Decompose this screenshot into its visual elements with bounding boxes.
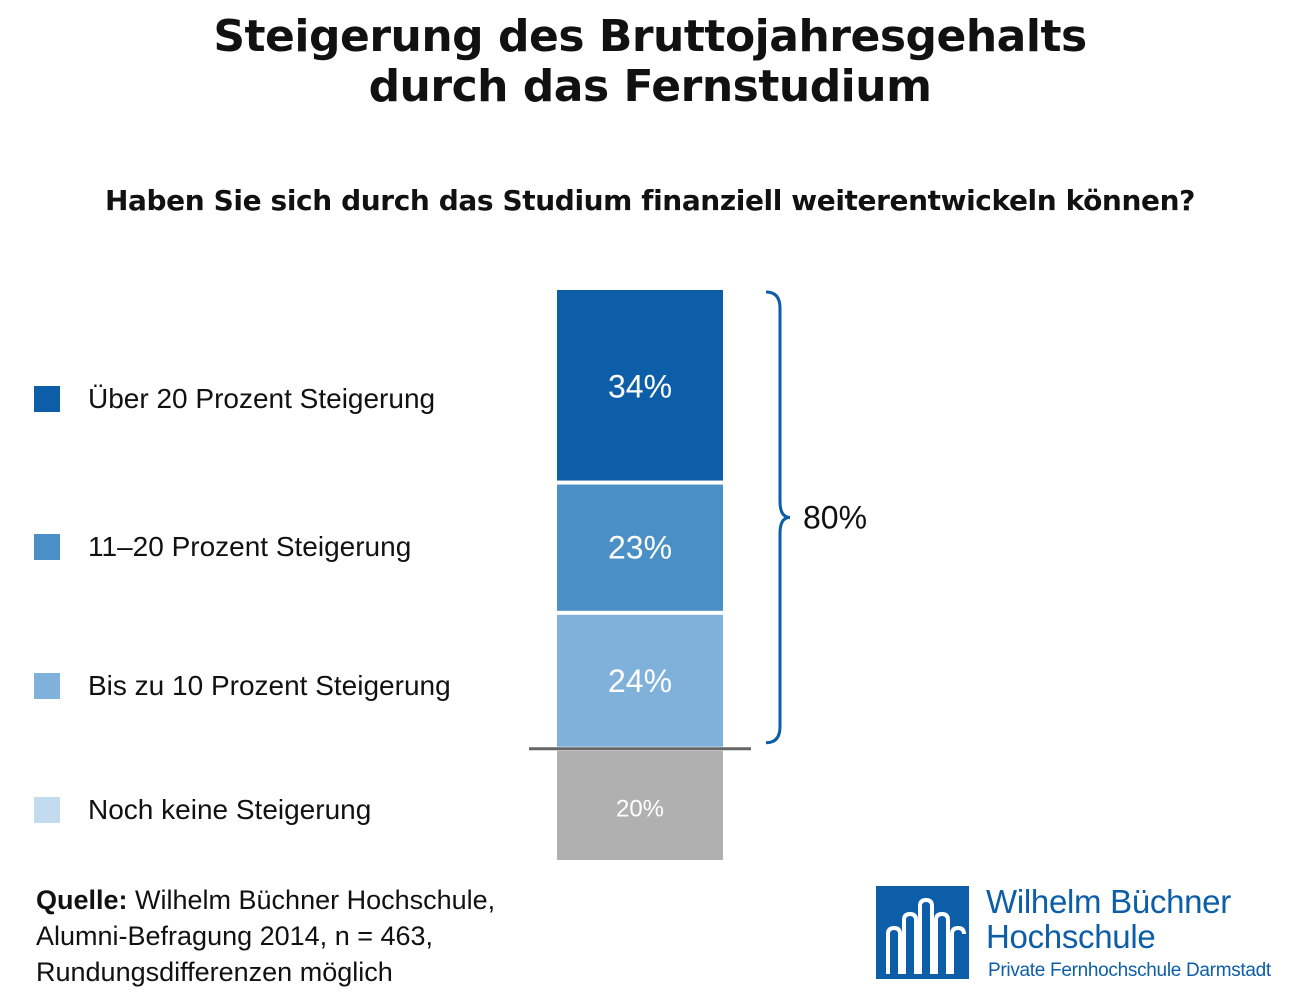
legend-label: Über 20 Prozent Steigerung	[88, 383, 436, 414]
legend-swatch	[34, 673, 60, 699]
bar-segment	[557, 750, 723, 860]
logo-name-line-2: Hochschule	[986, 918, 1156, 955]
bar-value-label: 34%	[608, 368, 672, 404]
chart-subtitle: Haben Sie sich durch das Studium finanzi…	[105, 184, 1195, 217]
legend-item-up-to-10: Bis zu 10 Prozent Steigerung	[34, 670, 451, 701]
bar-segment	[557, 484, 723, 611]
title-line-1: Steigerung des Bruttojahresgehalts	[213, 11, 1087, 62]
legend-label: Bis zu 10 Prozent Steigerung	[88, 670, 451, 701]
logo-name-line-1: Wilhelm Büchner	[986, 883, 1231, 920]
source-note: Quelle: Wilhelm Büchner Hochschule, Alum…	[36, 882, 596, 990]
source-label: Quelle:	[36, 885, 128, 915]
title-line-2: durch das Fernstudium	[368, 61, 932, 112]
logo-tagline: Private Fernhochschule Darmstadt	[988, 960, 1271, 981]
legend-label: 11–20 Prozent Steigerung	[88, 531, 412, 562]
source-line-1-text: Wilhelm Büchner Hochschule,	[127, 885, 496, 915]
legend-swatch	[34, 534, 60, 560]
legend-swatch	[34, 797, 60, 823]
source-line-1: Quelle: Wilhelm Büchner Hochschule,	[36, 882, 596, 918]
bar-segment	[557, 614, 723, 747]
university-logo: Wilhelm Büchner Hochschule Private Fernh…	[876, 884, 1276, 981]
source-line-3: Rundungsdifferenzen möglich	[36, 957, 393, 987]
source-line-2: Alumni-Befragung 2014, n = 463,	[36, 921, 434, 951]
legend-item-over-20: Über 20 Prozent Steigerung	[34, 383, 436, 414]
bracket-total-label: 80%	[803, 499, 867, 535]
bar-value-label: 23%	[608, 530, 672, 566]
logo-mark-icon	[876, 886, 969, 979]
legend-item-11-20: 11–20 Prozent Steigerung	[34, 531, 412, 562]
bracket-brace	[765, 290, 791, 745]
legend-item-none: Noch keine Steigerung	[34, 794, 372, 825]
bar-segment	[557, 290, 723, 481]
legend-label: Noch keine Steigerung	[88, 794, 372, 825]
bar-value-label: 20%	[616, 795, 664, 822]
chart-title: Steigerung des Bruttojahresgehalts durch…	[0, 12, 1300, 112]
logo-name: Wilhelm Büchner Hochschule	[986, 884, 1231, 954]
legend-swatch	[34, 386, 60, 412]
bar-value-label: 24%	[608, 663, 672, 699]
